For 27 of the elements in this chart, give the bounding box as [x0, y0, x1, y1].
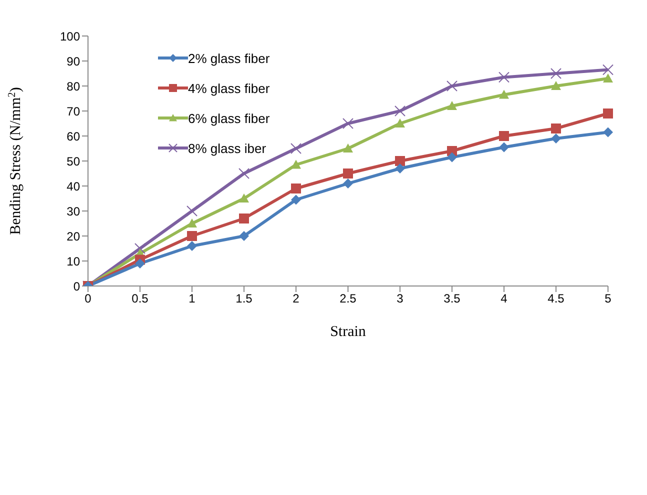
- x-tick-label: 2.5: [340, 292, 357, 306]
- x-tick-label: 4.5: [548, 292, 565, 306]
- y-tick-label: 80: [66, 79, 80, 94]
- x-tick-label: 5: [604, 292, 612, 306]
- legend-label: 6% glass fiber: [188, 110, 270, 126]
- x-tick-label: 3.5: [444, 292, 461, 306]
- y-tick-label: 20: [66, 229, 80, 244]
- x-tick-label: 2: [292, 292, 300, 306]
- x-tick-label: 0: [84, 292, 92, 306]
- x-tick-label: 3: [396, 292, 404, 306]
- y-tick-label: 0: [73, 279, 80, 294]
- y-tick-label: 40: [66, 179, 80, 194]
- x-tick-label: 1: [188, 292, 196, 306]
- legend-label: 8% glass iber: [188, 140, 266, 156]
- y-tick-label: 10: [66, 254, 80, 268]
- x-axis-title: Strain: [330, 324, 366, 340]
- y-tick-label: 100: [60, 29, 80, 44]
- y-tick-label: 50: [66, 154, 80, 168]
- x-tick-label: 4: [500, 292, 508, 306]
- x-tick-label: 1.5: [236, 292, 253, 306]
- legend-label: 4% glass fiber: [188, 80, 270, 96]
- y-tick-label: 90: [66, 54, 80, 68]
- y-tick-label: 70: [66, 104, 80, 118]
- y-tick-label: 60: [66, 129, 80, 144]
- legend-label: 2% glass fiber: [188, 50, 270, 66]
- y-tick-label: 30: [66, 204, 80, 218]
- x-tick-label: 0.5: [132, 292, 149, 306]
